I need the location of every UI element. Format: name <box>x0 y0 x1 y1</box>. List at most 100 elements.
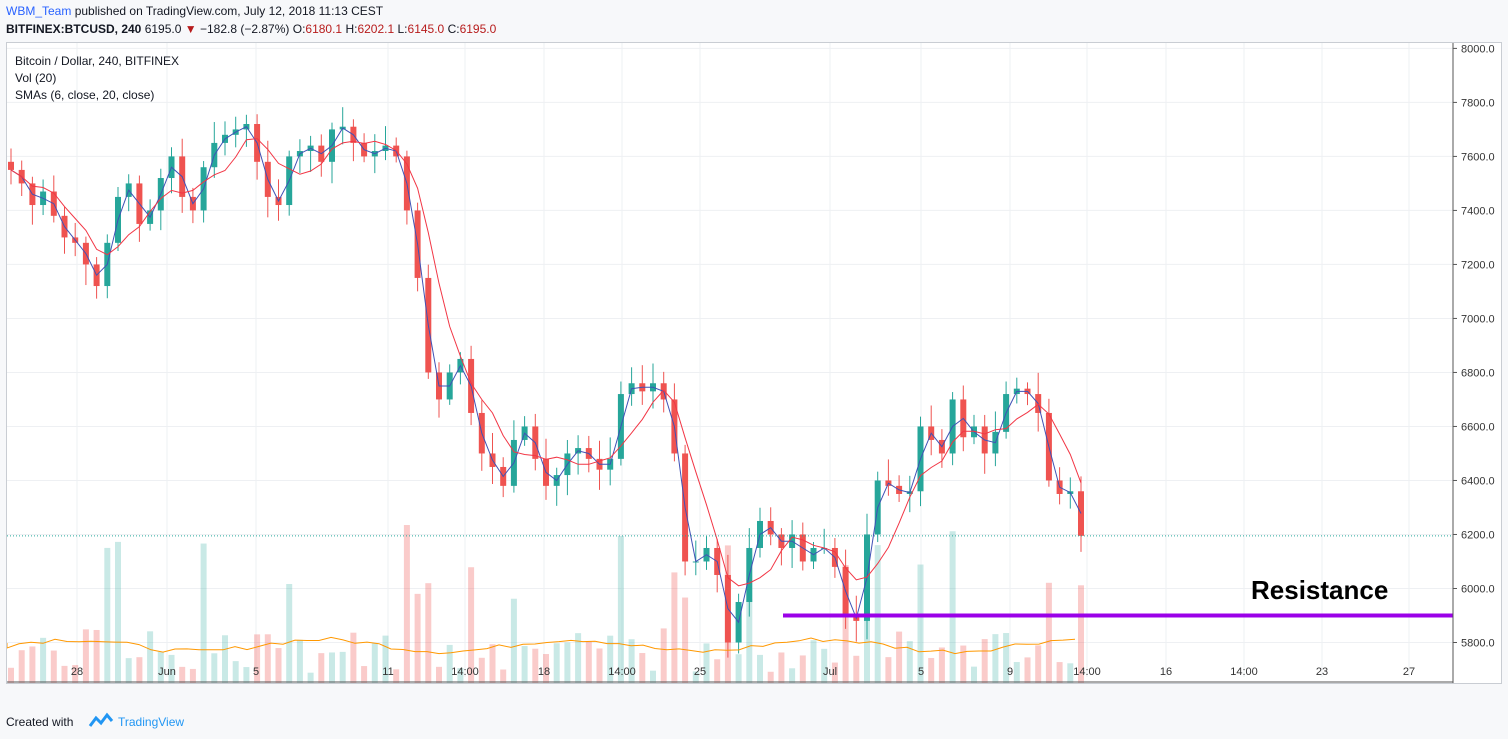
volume-bar <box>789 668 796 683</box>
volume-bar <box>671 572 678 683</box>
volume-bar <box>917 564 924 683</box>
symbol-label: BITFINEX:BTCUSD, 240 <box>6 22 142 36</box>
last-price: 6195.0 <box>144 22 182 36</box>
volume-bar <box>757 654 763 683</box>
author-link[interactable]: WBM_Team <box>6 4 72 18</box>
volume-bar <box>521 645 528 683</box>
volume-bar <box>510 598 517 683</box>
volume-bar <box>104 547 111 683</box>
volume-bar <box>735 654 742 683</box>
open-value: 6180.1 <box>305 22 343 36</box>
x-tick-label: 14:00 <box>451 666 479 678</box>
volume-bar <box>703 643 710 683</box>
volume-bar <box>189 668 196 683</box>
volume-bar <box>318 653 325 683</box>
candle-body <box>8 161 14 170</box>
volume-bar <box>639 653 646 683</box>
x-tick-label: Jul <box>823 666 837 678</box>
volume-bar <box>928 657 935 683</box>
volume-bar <box>778 652 785 683</box>
volume-bar <box>660 628 667 683</box>
x-tick-label: 14:00 <box>1230 666 1258 678</box>
volume-bar <box>371 643 378 683</box>
change-value: −182.8 (−2.87%) <box>199 22 290 36</box>
volume-bar <box>971 666 977 683</box>
price-axis <box>1453 43 1501 683</box>
x-tick-label: 9 <box>1007 666 1013 678</box>
volume-bar <box>147 631 154 683</box>
publish-line: WBM_Team published on TradingView.com, J… <box>6 4 383 18</box>
x-tick-label: 5 <box>253 666 259 678</box>
tradingview-logo-icon[interactable] <box>88 712 114 733</box>
volume-bar <box>393 669 400 683</box>
volume-bar <box>446 644 453 683</box>
y-tick-label: 7200.0 <box>1461 259 1495 271</box>
y-tick-label: 6400.0 <box>1461 475 1495 487</box>
volume-bar <box>125 658 132 683</box>
volume-bar <box>799 655 806 683</box>
volume-bar <box>254 634 261 683</box>
legend-volume: Vol (20) <box>15 71 56 85</box>
high-value: 6202.1 <box>357 22 395 36</box>
volume-bar <box>1003 633 1010 683</box>
volume-bar <box>468 567 475 683</box>
created-with-label: Created with <box>6 715 74 729</box>
volume-bar <box>714 659 721 683</box>
volume-bar <box>960 645 967 683</box>
x-tick-label: 23 <box>1316 666 1328 678</box>
volume-bar <box>296 639 303 683</box>
price-chart[interactable]: 6195.002:47:005900.0 5800.06000.06200.06… <box>6 43 1501 683</box>
volume-bar <box>896 631 903 683</box>
y-tick-label: 7000.0 <box>1461 313 1495 325</box>
volume-bar <box>1045 582 1052 683</box>
x-tick-label: Jun <box>158 666 176 678</box>
chart-area[interactable]: 6195.002:47:005900.0 5800.06000.06200.06… <box>6 42 1502 684</box>
x-tick-label: 28 <box>71 666 83 678</box>
legend-title: Bitcoin / Dollar, 240, BITFINEX <box>15 54 179 68</box>
volume-bar <box>307 672 314 683</box>
x-tick-label: 25 <box>694 666 706 678</box>
volume-ma-line <box>6 636 1076 655</box>
volume-bar <box>981 639 988 683</box>
volume-bar <box>18 650 25 683</box>
legend-smas: SMAs (6, close, 20, close) <box>15 88 154 102</box>
tradingview-link[interactable]: TradingView <box>118 715 185 729</box>
y-tick-label: 8000.0 <box>1461 43 1495 55</box>
y-tick-label: 7400.0 <box>1461 205 1495 217</box>
x-tick-label: 18 <box>538 666 550 678</box>
low-label: L: <box>397 22 408 36</box>
volume-bar <box>361 666 368 683</box>
volume-bar <box>692 671 699 683</box>
footer: Created with TradingView <box>0 706 1508 739</box>
volume-bar <box>553 643 560 683</box>
volume-bar <box>222 635 228 683</box>
volume-bar <box>1056 662 1063 683</box>
y-tick-label: 7800.0 <box>1461 97 1495 109</box>
volume-bar <box>1024 657 1031 683</box>
volume-bar <box>1067 663 1074 683</box>
y-tick-label: 5800.0 <box>1461 637 1495 649</box>
volume-bar <box>93 629 100 683</box>
resistance-annotation[interactable]: Resistance <box>1251 575 1388 605</box>
x-tick-label: 16 <box>1160 666 1172 678</box>
volume-bar <box>564 642 571 683</box>
volume-bar <box>767 671 774 683</box>
volume-bar <box>211 653 218 683</box>
volume-bar <box>29 646 36 683</box>
x-tick-label: 27 <box>1403 666 1415 678</box>
volume-bar <box>275 648 282 683</box>
volume-bar <box>1078 585 1084 683</box>
x-tick-label: 11 <box>382 666 393 678</box>
volume-bar <box>136 657 143 683</box>
published-text: published on TradingView.com, July 12, 2… <box>74 4 384 18</box>
volume-bar <box>200 543 207 683</box>
volume-bar <box>938 647 945 683</box>
volume-bar <box>157 651 164 683</box>
y-tick-label: 6200.0 <box>1461 529 1495 541</box>
down-arrow-icon: ▼ <box>184 22 197 36</box>
low-value: 6145.0 <box>407 22 445 36</box>
volume-bar <box>232 661 239 683</box>
y-tick-label: 6800.0 <box>1461 367 1495 379</box>
volume-bar <box>500 669 507 683</box>
volume-bar <box>286 584 293 683</box>
